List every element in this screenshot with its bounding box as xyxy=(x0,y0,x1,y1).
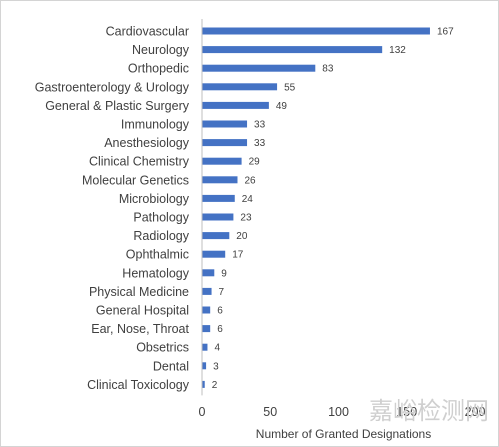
x-tick-labels: 0 50 100 150 200 xyxy=(199,405,486,419)
bar-physical-medicine xyxy=(202,287,212,295)
value-label-orthopedic: 83 xyxy=(322,64,334,75)
bar-general-plastic-surgery xyxy=(202,101,269,109)
bar-gastroenterology-urology xyxy=(202,83,278,91)
category-label-anesthesiology: Anesthesiology xyxy=(104,136,190,150)
bar-orthopedic xyxy=(202,64,316,72)
x-axis-title: Number of Granted Designations xyxy=(256,427,431,441)
bar-obsetrics xyxy=(202,343,208,351)
bar-cardiovascular xyxy=(202,27,430,35)
category-label-ear-nose-throat: Ear, Nose, Throat xyxy=(91,322,189,336)
x-tick-label-0: 0 xyxy=(199,405,206,419)
value-label-molecular-genetics: 26 xyxy=(244,175,256,186)
value-label-radiology: 20 xyxy=(236,231,248,242)
x-tick-label-100: 100 xyxy=(328,405,349,419)
value-label-gastroenterology-urology: 55 xyxy=(284,82,296,93)
x-tick-label-50: 50 xyxy=(263,405,277,419)
value-label-cardiovascular: 167 xyxy=(437,27,454,38)
category-label-clinical-chemistry: Clinical Chemistry xyxy=(89,155,190,169)
x-tick-label-200: 200 xyxy=(465,405,486,419)
value-label-immunology: 33 xyxy=(254,120,266,131)
value-label-general-plastic-surgery: 49 xyxy=(276,101,288,112)
bar-dental xyxy=(202,362,207,370)
value-label-physical-medicine: 7 xyxy=(219,287,225,298)
value-label-ophthalmic: 17 xyxy=(232,250,244,261)
bar-general-hospital xyxy=(202,306,211,314)
category-label-obsetrics: Obsetrics xyxy=(136,341,189,355)
bars-group xyxy=(202,27,430,388)
category-label-gastroenterology-urology: Gastroenterology & Urology xyxy=(35,80,190,94)
category-label-immunology: Immunology xyxy=(121,118,190,132)
category-label-physical-medicine: Physical Medicine xyxy=(89,285,189,299)
value-label-dental: 3 xyxy=(213,361,219,372)
category-label-general-plastic-surgery: General & Plastic Surgery xyxy=(45,99,190,113)
value-label-anesthesiology: 33 xyxy=(254,138,266,149)
value-label-neurology: 132 xyxy=(389,45,406,56)
value-label-ear-nose-throat: 6 xyxy=(217,324,223,335)
x-tick-label-150: 150 xyxy=(396,405,417,419)
value-label-clinical-chemistry: 29 xyxy=(249,157,261,168)
category-label-microbiology: Microbiology xyxy=(119,192,190,206)
bar-immunology xyxy=(202,120,248,128)
category-label-clinical-toxicology: Clinical Toxicology xyxy=(87,378,190,392)
value-label-obsetrics: 4 xyxy=(214,343,220,354)
category-labels: Cardiovascular Neurology Orthopedic Gastroe… xyxy=(35,25,190,392)
bar-molecular-genetics xyxy=(202,176,238,184)
bar-ophthalmic xyxy=(202,250,226,258)
bar-pathology xyxy=(202,213,234,221)
value-label-microbiology: 24 xyxy=(242,194,254,205)
category-label-dental: Dental xyxy=(153,359,189,373)
category-label-molecular-genetics: Molecular Genetics xyxy=(82,173,189,187)
bar-clinical-toxicology xyxy=(202,380,205,388)
category-label-ophthalmic: Ophthalmic xyxy=(126,248,189,262)
bar-neurology xyxy=(202,46,383,54)
value-label-clinical-toxicology: 2 xyxy=(212,380,218,391)
value-labels: 167 132 83 55 49 33 33 29 26 24 23 20 17 9 7 6 6 4 3 2 xyxy=(212,27,454,391)
watermark-text: 嘉峪检测网 xyxy=(369,397,489,425)
category-label-pathology: Pathology xyxy=(133,211,189,225)
category-label-hematology: Hematology xyxy=(122,266,189,280)
bar-hematology xyxy=(202,269,215,277)
bar-microbiology xyxy=(202,194,235,202)
value-label-general-hospital: 6 xyxy=(217,306,223,317)
category-label-general-hospital: General Hospital xyxy=(96,304,189,318)
bar-radiology xyxy=(202,232,230,240)
bar-ear-nose-throat xyxy=(202,325,211,333)
value-label-hematology: 9 xyxy=(221,268,227,279)
category-label-cardiovascular: Cardiovascular xyxy=(106,25,189,39)
bar-clinical-chemistry xyxy=(202,157,242,165)
bar-anesthesiology xyxy=(202,139,248,147)
value-label-pathology: 23 xyxy=(240,213,252,224)
category-label-neurology: Neurology xyxy=(132,43,190,57)
category-label-orthopedic: Orthopedic xyxy=(128,62,189,76)
category-label-radiology: Radiology xyxy=(133,229,189,243)
